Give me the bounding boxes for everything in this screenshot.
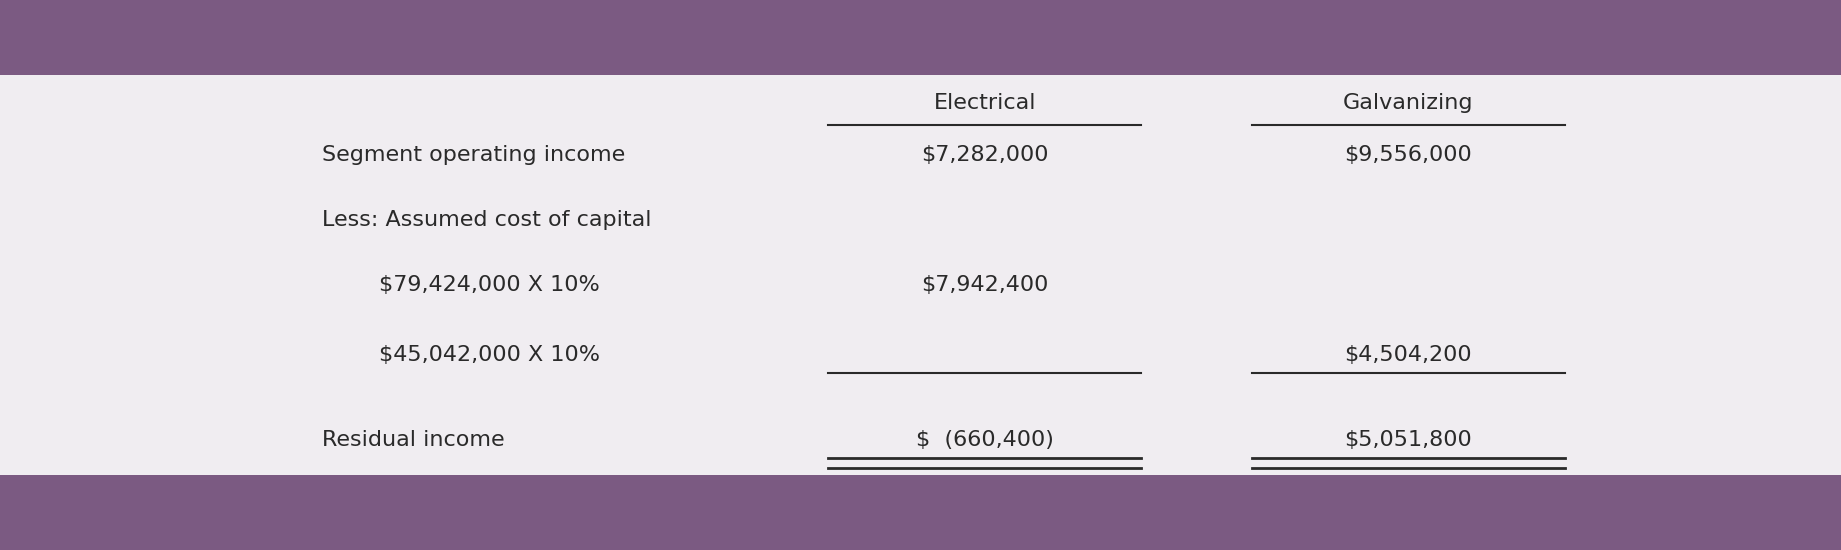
Text: Less: Assumed cost of capital: Less: Assumed cost of capital bbox=[322, 210, 652, 230]
Text: $79,424,000 X 10%: $79,424,000 X 10% bbox=[322, 275, 600, 295]
Text: $9,556,000: $9,556,000 bbox=[1344, 145, 1473, 165]
Text: Segment operating income: Segment operating income bbox=[322, 145, 626, 165]
Text: $7,282,000: $7,282,000 bbox=[920, 145, 1049, 165]
Text: Galvanizing: Galvanizing bbox=[1344, 93, 1473, 113]
Text: Electrical: Electrical bbox=[933, 93, 1036, 113]
Text: $5,051,800: $5,051,800 bbox=[1344, 430, 1473, 450]
Bar bbox=[0, 0, 1841, 75]
Text: $  (660,400): $ (660,400) bbox=[917, 430, 1053, 450]
Text: $4,504,200: $4,504,200 bbox=[1344, 345, 1473, 365]
Text: Residual income: Residual income bbox=[322, 430, 504, 450]
Text: $45,042,000 X 10%: $45,042,000 X 10% bbox=[322, 345, 600, 365]
Bar bbox=[0, 475, 1841, 550]
Text: $7,942,400: $7,942,400 bbox=[920, 275, 1049, 295]
